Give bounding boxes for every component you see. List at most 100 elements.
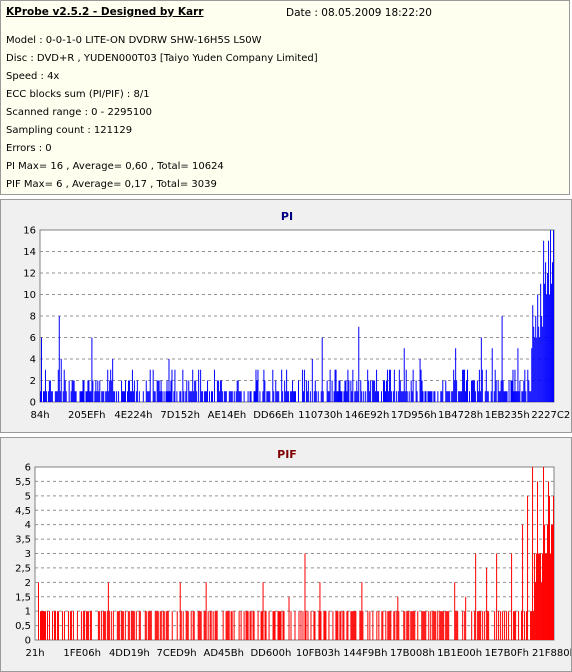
pi-bar <box>501 316 503 402</box>
pi-bar <box>250 391 252 402</box>
pi-bar <box>60 359 62 402</box>
pi-bar <box>535 316 537 402</box>
pi-bar <box>168 359 170 402</box>
info-disc: Disc : DVD+R , YUDEN000T03 [Taiyo Yuden … <box>6 53 318 64</box>
pi-bar <box>539 337 541 402</box>
pif-bar <box>353 611 355 640</box>
pif-bar <box>515 611 517 640</box>
info-scanned-range: Scanned range : 0 - 2295100 <box>6 107 152 118</box>
pi-bar <box>355 391 357 402</box>
pif-bar <box>328 611 330 640</box>
pif-bar <box>89 611 91 640</box>
pif-bar <box>163 611 165 640</box>
pi-bar <box>253 391 255 402</box>
pi-bar <box>421 380 423 402</box>
pi-bar <box>179 391 181 402</box>
pif-bar <box>351 611 353 640</box>
pif-bar <box>273 611 275 640</box>
pi-bar <box>165 391 167 402</box>
pi-bar <box>233 391 235 402</box>
pi-bar <box>186 380 188 402</box>
pi-bar <box>82 380 84 402</box>
pi-bar <box>317 391 319 402</box>
pif-chart-title: PIF <box>277 448 297 461</box>
pi-bar <box>531 348 533 402</box>
pi-bar <box>398 369 400 402</box>
pi-bar <box>456 380 458 402</box>
pif-xtick-label: AD45Bh <box>203 648 243 659</box>
pi-bar <box>499 391 501 402</box>
pif-chart-panel: PIF 0 0,5 1 1,5 2 2,5 3 3,5 4 4,5 5 5,5 6 21h 1FE06h 4D… <box>0 437 572 672</box>
pi-bar <box>424 391 426 402</box>
pi-chart: 0 2 4 6 8 10 12 14 16 84h 205EFh 4E224h 7D152h AE14Eh… <box>23 226 571 422</box>
pif-bar <box>362 611 364 640</box>
pi-bar <box>116 391 118 402</box>
pif-bar <box>166 611 168 640</box>
pif-ytick-label: 5 <box>25 491 31 502</box>
info-pi-stats: PI Max= 16 , Average= 0,60 , Total= 1062… <box>6 161 224 172</box>
pi-bar <box>452 391 454 402</box>
pi-bar <box>321 337 323 402</box>
pi-bar <box>64 380 66 402</box>
pi-bar <box>216 380 218 402</box>
pi-bar <box>360 380 362 402</box>
pi-bar <box>87 380 89 402</box>
pif-bar <box>165 611 167 640</box>
pi-bar <box>498 391 500 402</box>
pi-bar <box>98 391 100 402</box>
pif-bar <box>424 611 426 640</box>
pi-bar <box>182 369 184 402</box>
pif-bar <box>381 611 383 640</box>
pi-bar <box>259 391 261 402</box>
pi-bar <box>427 391 429 402</box>
pi-bar <box>288 391 290 402</box>
pi-bar <box>219 380 221 402</box>
pif-bar <box>498 611 500 640</box>
pi-bar <box>352 369 354 402</box>
pif-bar <box>144 611 146 640</box>
pif-bar <box>39 611 41 640</box>
pi-bar <box>552 262 554 402</box>
pi-bar <box>313 391 315 402</box>
pif-bar <box>300 611 302 640</box>
pif-bar <box>337 611 339 640</box>
pi-xtick-label: 1EB235h <box>485 410 530 421</box>
pi-bar <box>73 380 75 402</box>
pif-bar <box>138 611 140 640</box>
pi-bar <box>490 391 492 402</box>
pi-bar <box>167 391 169 402</box>
pif-bar <box>530 611 532 640</box>
pi-bar <box>309 391 311 402</box>
pi-bar <box>237 380 239 402</box>
pif-bar <box>462 611 464 640</box>
pif-bar <box>487 611 489 640</box>
pif-bar <box>430 611 432 640</box>
pif-bar <box>135 611 137 640</box>
pif-bar <box>102 611 104 640</box>
pi-bar <box>231 391 233 402</box>
pif-bar <box>314 611 316 640</box>
pif-bar <box>247 611 249 640</box>
pif-bar <box>69 611 71 640</box>
pi-bar <box>191 391 193 402</box>
pi-ytick-label: 2 <box>30 376 36 387</box>
pif-bar <box>540 553 542 640</box>
pif-bar <box>116 611 118 640</box>
pif-bar <box>124 611 126 640</box>
pi-bar <box>267 391 269 402</box>
pif-ytick-label: 6 <box>25 463 31 474</box>
pi-bar <box>295 391 297 402</box>
pi-bar <box>44 369 46 402</box>
pif-bar <box>378 611 380 640</box>
pi-bar <box>544 283 546 402</box>
pif-bar <box>389 611 391 640</box>
pif-bar <box>548 481 550 640</box>
pi-bar <box>169 391 171 402</box>
pif-bar <box>245 611 247 640</box>
pi-bar <box>337 391 339 402</box>
pi-bar <box>240 391 242 402</box>
pif-bar <box>264 611 266 640</box>
pi-xtick-label: 110730h <box>298 410 343 421</box>
pi-bar <box>171 369 173 402</box>
pi-bar <box>152 369 154 402</box>
